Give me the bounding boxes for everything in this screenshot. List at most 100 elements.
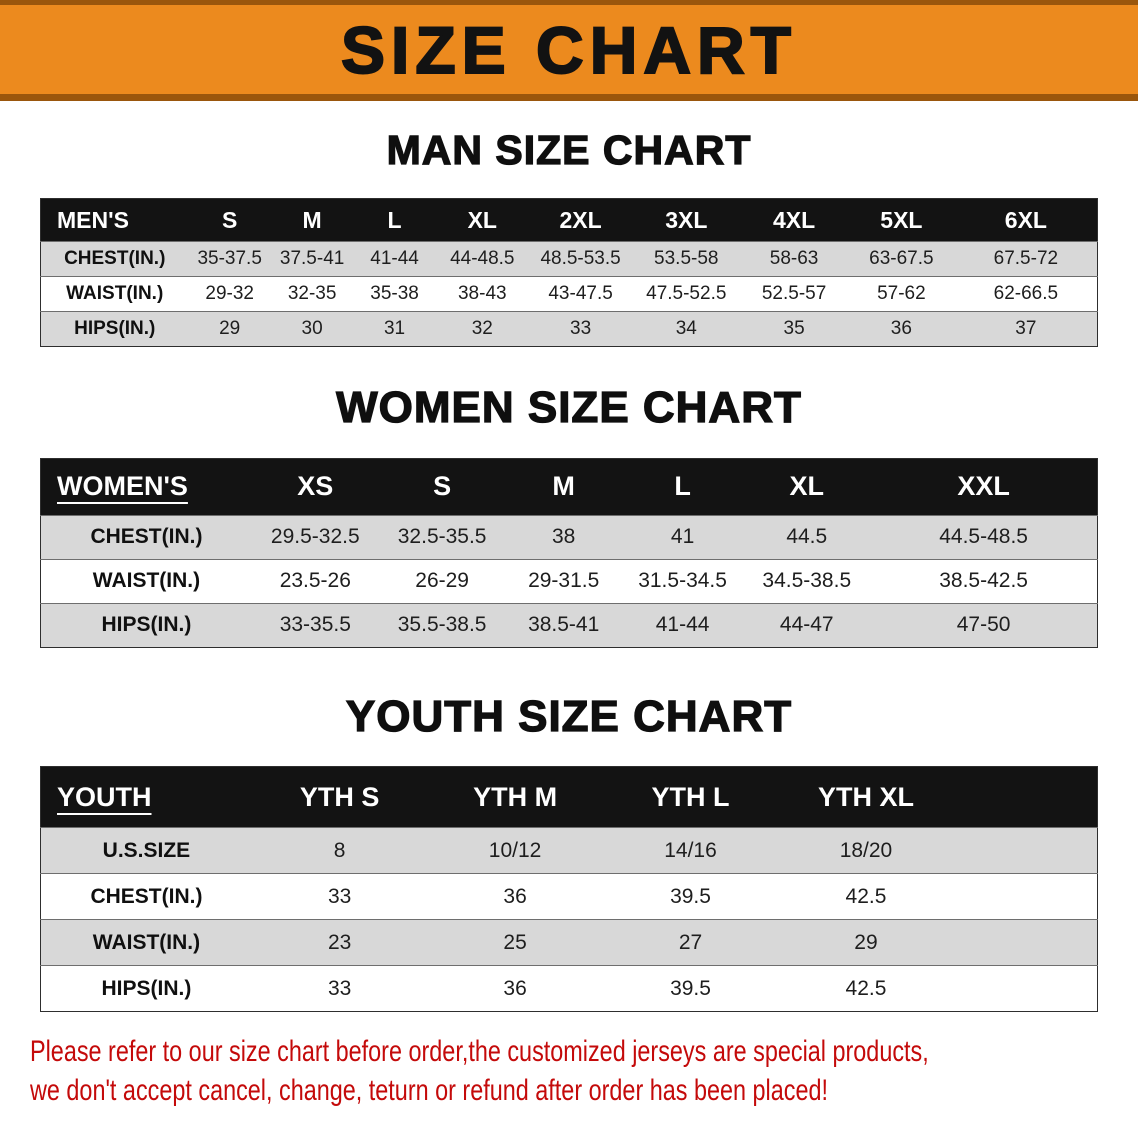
row-label: CHEST(IN.) (64, 248, 166, 270)
size-value-cell: 34.5-38.5 (762, 569, 852, 593)
size-column-header: L (621, 458, 744, 516)
size-value-cell: 41-44 (370, 248, 419, 270)
spacer-cell (954, 828, 1098, 874)
row-label: HIPS(IN.) (101, 976, 192, 1000)
size-value-cell: 33 (570, 318, 592, 340)
size-value-cell: 41-44 (655, 613, 710, 637)
size-value-cell: 41 (670, 525, 695, 549)
measurement-row: HIPS(IN.) 29 30 31 32 33 34 35 36 37 (40, 311, 1098, 347)
size-value-cell: 42.5 (845, 976, 887, 1000)
size-value-cell: 38.5-42.5 (939, 569, 1028, 593)
size-value-cell: 18/20 (839, 838, 893, 862)
measurement-row: CHEST(IN.) 35-37.5 37.5-41 41-44 44-48.5 48.5… (40, 241, 1098, 277)
size-value-cell: 26-29 (415, 569, 469, 593)
size-value-cell: 23 (327, 930, 352, 954)
size-value-cell: 8 (333, 838, 346, 862)
size-value-cell: 32-35 (287, 283, 337, 305)
men-size-section: MAN SIZE CHART MEN'S S M L XL 2XL 3XL 4XL 5XL 6XL… (0, 126, 1138, 348)
size-column-header: 5XL (848, 198, 955, 242)
spacer-cell (954, 874, 1098, 920)
size-value-cell: 35 (783, 318, 805, 340)
row-label: WAIST(IN.) (92, 930, 201, 954)
size-value-cell: 39.5 (670, 976, 711, 1000)
row-label: CHEST(IN.) (90, 525, 203, 549)
size-value-cell: 35-38 (370, 283, 419, 305)
size-value-cell: 29-32 (205, 283, 254, 305)
size-value-cell: 35.5-38.5 (397, 613, 487, 637)
size-value-cell: 14/16 (664, 838, 717, 862)
table-corner-label: WOMEN'S (40, 458, 252, 516)
size-column-header: 3XL (632, 198, 741, 242)
women-size-section: WOMEN SIZE CHART WOMEN'S XS S M L XL XXL CHEST(… (0, 382, 1138, 648)
size-value-cell: 32.5-35.5 (397, 525, 487, 549)
size-value-cell: 52.5-57 (761, 283, 827, 305)
size-column-header: XL (743, 458, 871, 516)
size-value-cell: 48.5-53.5 (540, 248, 621, 270)
row-label: WAIST(IN.) (92, 569, 201, 593)
youth-section-heading: YOUTH SIZE CHART (345, 691, 793, 741)
size-value-cell: 36 (503, 976, 527, 1000)
header-row: YOUTH YTH S YTH M YTH L YTH XL (40, 766, 1098, 828)
measurement-row: U.S.SIZE 8 10/12 14/16 18/20 (40, 827, 1098, 874)
size-value-cell: 31 (383, 318, 406, 340)
size-value-cell: 38-43 (457, 283, 507, 305)
size-value-cell: 39.5 (670, 884, 711, 908)
men-section-heading: MAN SIZE CHART (386, 126, 752, 173)
size-column-header: M (505, 458, 622, 516)
size-value-cell: 33-35.5 (279, 613, 351, 637)
size-column-header: 4XL (740, 198, 848, 242)
measurement-row: WAIST(IN.) 23 25 27 29 (40, 919, 1098, 966)
size-column-header: L (353, 198, 436, 242)
measurement-row: WAIST(IN.) 23.5-26 26-29 29-31.5 31.5-34.5 34… (40, 559, 1098, 604)
measurement-row: HIPS(IN.) 33 36 39.5 42.5 (40, 965, 1098, 1012)
youth-size-table: YOUTH YTH S YTH M YTH L YTH XL U.S.SIZE 8 10/12… (40, 766, 1098, 1013)
spacer-cell (954, 966, 1098, 1012)
men-size-table: MEN'S S M L XL 2XL 3XL 4XL 5XL 6XL CHEST(IN.) 35-37… (40, 198, 1098, 348)
size-column-header: XS (251, 458, 379, 516)
measurement-row: HIPS(IN.) 33-35.5 35.5-38.5 38.5-41 41-44 44-… (40, 603, 1098, 648)
size-value-cell: 47.5-52.5 (646, 283, 727, 305)
measurement-row: CHEST(IN.) 29.5-32.5 32.5-35.5 38 41 44.5 44.5… (40, 515, 1098, 560)
size-value-cell: 29 (854, 930, 878, 954)
table-corner-label: YOUTH (40, 766, 252, 828)
size-value-cell: 47-50 (956, 613, 1011, 637)
size-column-header: YTH M (427, 766, 603, 828)
size-column-header: 2XL (528, 198, 633, 242)
size-value-cell: 37 (1015, 318, 1037, 340)
size-column-header: S (188, 198, 271, 242)
size-value-cell: 44-47 (779, 613, 834, 637)
size-column-header: YTH XL (778, 766, 954, 828)
size-value-cell: 32 (471, 318, 493, 340)
size-value-cell: 63-67.5 (869, 248, 934, 270)
header-row: WOMEN'S XS S M L XL XXL (40, 458, 1098, 516)
women-size-table: WOMEN'S XS S M L XL XXL CHEST(IN.) 29.5-32.5 32.5… (40, 457, 1098, 648)
size-value-cell: 44-48.5 (450, 248, 515, 270)
size-value-cell: 44.5-48.5 (939, 525, 1028, 549)
row-label: HIPS(IN.) (74, 318, 156, 340)
size-column-header: XXL (870, 458, 1098, 516)
size-value-cell: 34 (675, 318, 697, 340)
size-value-cell: 36 (890, 318, 912, 340)
size-value-cell: 44.5 (786, 525, 828, 549)
size-value-cell: 31.5-34.5 (638, 569, 727, 593)
row-label: WAIST(IN.) (66, 283, 164, 305)
size-column-header: 6XL (954, 198, 1098, 242)
size-value-cell: 38.5-41 (528, 613, 600, 637)
size-value-cell: 37.5-41 (279, 248, 345, 270)
note-line-2: we don't accept cancel, change, teturn o… (30, 1074, 828, 1108)
size-column-header: S (378, 458, 506, 516)
size-value-cell: 29.5-32.5 (270, 525, 360, 549)
size-value-cell: 53.5-58 (654, 248, 719, 270)
size-value-cell: 58-63 (769, 248, 819, 270)
size-column-header: XL (435, 198, 529, 242)
size-column-header: M (270, 198, 354, 242)
size-value-cell: 29 (219, 318, 241, 340)
order-policy-note: Please refer to our size chart before or… (0, 1032, 1138, 1110)
size-value-cell: 62-66.5 (993, 283, 1059, 305)
row-label: HIPS(IN.) (101, 613, 192, 637)
youth-size-section: YOUTH SIZE CHART YOUTH YTH S YTH M YTH L YTH… (0, 691, 1138, 1013)
size-value-cell: 38 (552, 525, 576, 549)
size-value-cell: 36 (503, 884, 527, 908)
size-value-cell: 23.5-26 (279, 569, 351, 593)
size-value-cell: 30 (301, 318, 323, 340)
